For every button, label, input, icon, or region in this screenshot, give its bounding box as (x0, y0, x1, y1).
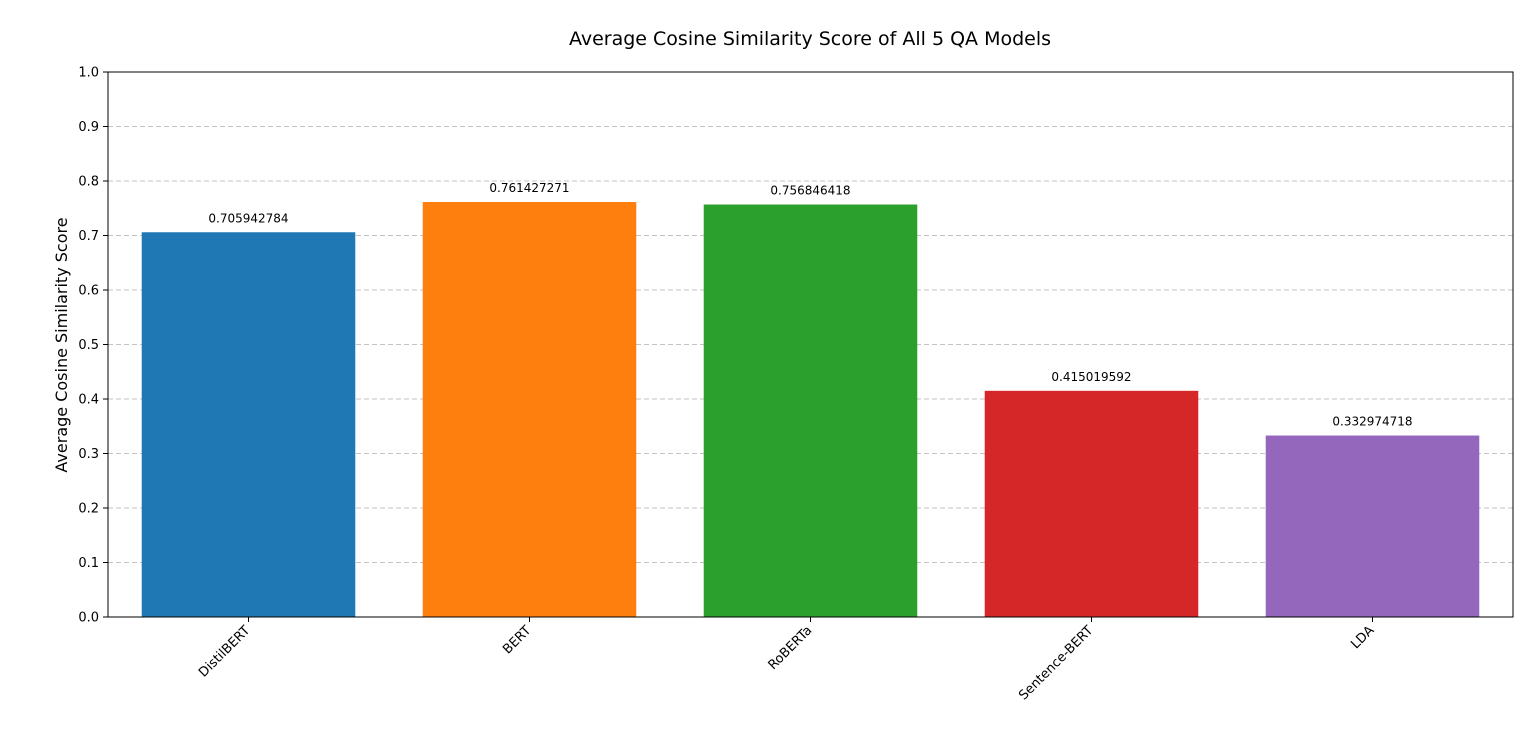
y-tick-label: 0.6 (78, 284, 99, 299)
bars (141, 202, 1480, 618)
x-tick-label: Sentence-BERT (1016, 623, 1096, 703)
data-label: 0.415019592 (1051, 370, 1131, 384)
bar-bert (422, 202, 637, 617)
data-labels: 0.705942784 0.761427271 0.756846418 0.41501… (208, 181, 1412, 429)
data-label: 0.761427271 (489, 181, 569, 195)
y-tick-label: 0.8 (78, 175, 99, 190)
bar-sentence-bert (984, 390, 1199, 617)
x-tick-label: RoBERTa (766, 623, 816, 673)
bar-distilbert (141, 232, 356, 618)
data-label: 0.705942784 (208, 211, 288, 225)
y-axis-label: Average Cosine Similarity Score (52, 217, 71, 472)
y-tick-label: 0.2 (78, 502, 99, 517)
y-tick-label: 0.1 (78, 556, 99, 571)
bar-lda (1265, 435, 1480, 617)
y-tick-label: 0.3 (78, 447, 99, 462)
bar-roberta (703, 204, 918, 617)
y-tick-label: 1.0 (78, 66, 99, 81)
chart-title: Average Cosine Similarity Score of All 5… (569, 28, 1051, 50)
plot-frame (107, 71, 1514, 618)
data-label: 0.332974718 (1332, 415, 1412, 429)
y-axis-ticks: 0.0 0.1 0.2 0.3 0.4 0.5 0.6 0.7 0.8 0.9 1.0 (78, 66, 108, 626)
y-tick-label: 0.5 (78, 338, 99, 353)
x-axis-ticks: DistilBERT BERT RoBERTa Sentence-BERT LDA (196, 617, 1377, 703)
y-tick-label: 0.0 (78, 611, 99, 626)
y-tick-label: 0.4 (78, 393, 99, 408)
y-tick-label: 0.7 (78, 229, 99, 244)
y-tick-label: 0.9 (78, 120, 99, 135)
x-tick-label: BERT (500, 623, 534, 657)
x-tick-label: DistilBERT (196, 623, 253, 680)
x-tick-label: LDA (1348, 623, 1377, 652)
data-label: 0.756846418 (770, 184, 850, 198)
